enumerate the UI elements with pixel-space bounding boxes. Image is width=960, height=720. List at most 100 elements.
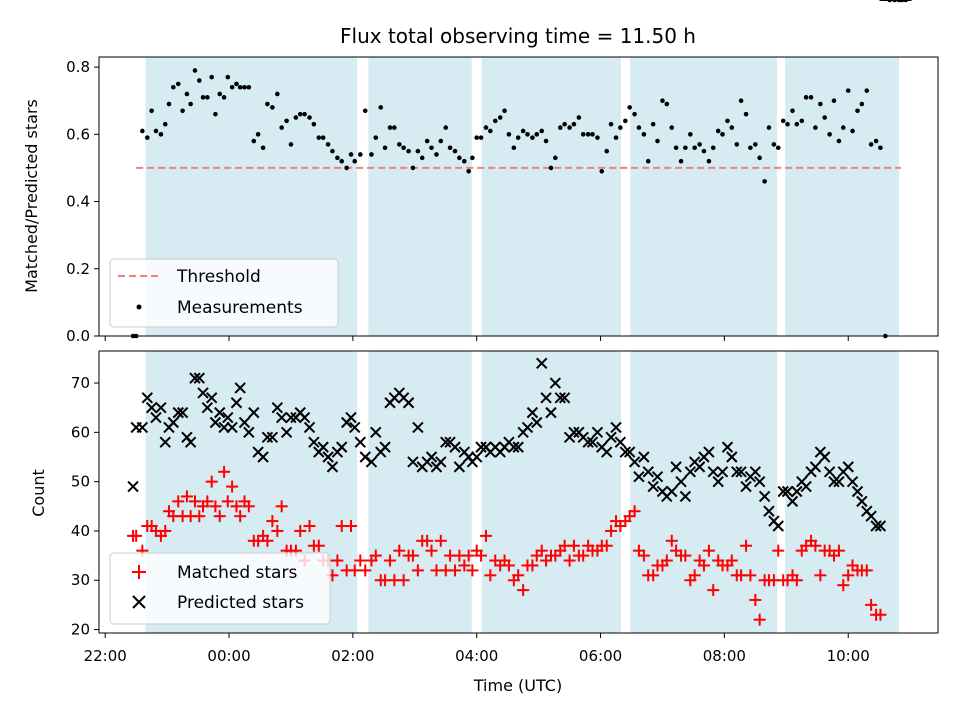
observing-window-1 xyxy=(368,351,472,633)
predicted-star-point xyxy=(568,426,580,439)
bottom-legend: Matched stars Predicted stars xyxy=(109,552,331,625)
measurement-point xyxy=(660,98,665,103)
measurement-point xyxy=(166,101,172,107)
matched-star-point xyxy=(213,510,226,523)
top-ytick-label: 0.4 xyxy=(66,193,90,211)
measurement-point xyxy=(483,125,489,130)
matched-star-point xyxy=(266,515,279,528)
measurement-point xyxy=(180,108,185,114)
predicted-star-point xyxy=(172,406,184,419)
predicted-star-point xyxy=(842,461,854,473)
measurement-point xyxy=(335,155,340,161)
measurement-point xyxy=(330,148,335,154)
predicted-star-point xyxy=(828,475,840,488)
matched-star-point xyxy=(449,564,462,577)
predicted-star-point xyxy=(647,480,659,493)
measurement-point xyxy=(466,168,471,174)
matched-star-point xyxy=(814,569,827,582)
matched-star-point xyxy=(605,524,618,537)
predicted-star-point xyxy=(610,421,622,434)
measurement-point xyxy=(284,118,289,124)
matched-star-point xyxy=(393,544,406,557)
measurement-point xyxy=(822,115,827,120)
matched-star-point xyxy=(479,529,492,542)
matched-star-point xyxy=(434,534,447,547)
top-axes-frame xyxy=(98,56,939,337)
matched-star-point xyxy=(345,520,358,533)
measurement-point xyxy=(140,128,145,134)
measurement-point xyxy=(234,81,239,87)
measurement-point xyxy=(229,84,235,90)
measurement-point xyxy=(237,84,243,90)
matched-star-point xyxy=(865,598,878,611)
measurement-point xyxy=(669,125,675,130)
matched-star-point xyxy=(535,544,548,557)
measurement-point xyxy=(251,138,257,144)
top-ytick-label: 0.8 xyxy=(66,58,90,76)
measurement-point xyxy=(149,108,154,114)
predicted-star-point xyxy=(703,446,715,458)
matched-star-point xyxy=(600,539,613,552)
matched-star-point xyxy=(874,608,887,621)
measurement-point xyxy=(325,142,331,147)
matched-star-point xyxy=(406,549,419,562)
predicted-star-point xyxy=(554,392,567,404)
predicted-star-point xyxy=(531,416,543,429)
measurement-point xyxy=(757,155,762,161)
predicted-star-point xyxy=(823,466,836,478)
measurement-point xyxy=(362,108,368,114)
measurement-point xyxy=(246,84,252,90)
predicted-star-point xyxy=(605,431,617,443)
measurement-point xyxy=(429,145,434,151)
matched-star-point xyxy=(209,500,222,513)
measurement-point xyxy=(878,145,883,151)
predicted-star-point xyxy=(601,446,613,458)
measurement-point xyxy=(855,108,860,114)
predicted-star-point xyxy=(865,510,877,522)
predicted-star-point xyxy=(558,392,571,404)
measurement-point xyxy=(434,152,439,157)
measurement-point xyxy=(144,135,150,140)
measurement-point xyxy=(715,128,721,134)
matched-star-point xyxy=(421,534,434,547)
observing-window-4 xyxy=(785,351,899,633)
predicted-star-point xyxy=(800,480,812,493)
measurement-point xyxy=(511,145,517,151)
measurement-point xyxy=(352,158,358,164)
measurement-point xyxy=(288,142,294,147)
measurement-point xyxy=(808,95,814,100)
legend-measurements-label: Measurements xyxy=(177,298,303,318)
measurement-point xyxy=(553,155,558,161)
predicted-star-point xyxy=(435,456,447,468)
bottom-axes-frame xyxy=(98,350,939,634)
matched-star-point xyxy=(294,524,307,537)
measurement-point xyxy=(803,95,809,100)
measurement-point xyxy=(357,152,363,157)
predicted-star-point xyxy=(317,441,329,453)
measurement-point xyxy=(678,158,684,164)
matched-star-point xyxy=(384,554,397,567)
matched-star-point xyxy=(628,505,641,518)
predicted-star-point xyxy=(512,441,524,453)
measurement-point xyxy=(697,142,702,147)
xtick-label: 08:00 xyxy=(703,647,746,665)
predicted-star-point xyxy=(856,495,868,508)
predicted-star-point xyxy=(818,451,831,463)
measurement-point xyxy=(608,121,614,127)
measurement-point xyxy=(590,132,595,137)
predicted-star-point xyxy=(549,377,562,389)
xtick-label: 06:00 xyxy=(579,647,622,665)
measurement-point xyxy=(688,132,693,137)
bottom-x-ticks: 22:00 00:00 02:00 04:00 06:00 08:00 10:00 xyxy=(84,633,870,665)
observing-window-1 xyxy=(368,57,472,336)
matched-star-point xyxy=(660,554,673,567)
measurement-point xyxy=(655,138,660,144)
predicted-star-point xyxy=(379,441,391,453)
predicted-star-point xyxy=(735,466,747,478)
legend-measurements-marker xyxy=(136,304,142,310)
matched-star-point xyxy=(749,593,762,606)
observing-window-2 xyxy=(481,351,621,633)
measurement-point xyxy=(683,145,688,151)
observing-window-2 xyxy=(481,57,621,336)
predicted-star-point xyxy=(159,436,171,448)
